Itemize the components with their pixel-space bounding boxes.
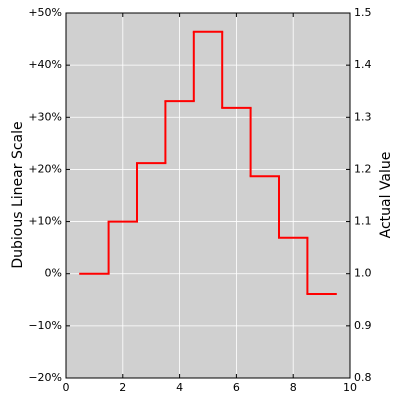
y-tick-label: −10% — [28, 319, 62, 332]
x-tick-label: 6 — [233, 381, 240, 394]
y2-tick-label: 1.2 — [354, 162, 372, 175]
y-tick-label: −20% — [28, 371, 62, 384]
y-axis-label: Dubious Linear Scale — [10, 121, 26, 268]
x-tick-label: 8 — [290, 381, 297, 394]
x-tick-label: 2 — [119, 381, 126, 394]
y2-tick-label: 1.4 — [354, 58, 372, 71]
y-tick-label: +20% — [28, 162, 62, 175]
y-tick-label: +50% — [28, 6, 62, 19]
plot-frame — [65, 12, 351, 379]
y-tick-label: +10% — [28, 215, 62, 228]
y2-tick-label: 0.8 — [354, 371, 372, 384]
y2-tick-label: 0.9 — [354, 319, 372, 332]
plot-background — [66, 13, 350, 378]
y-tick-label: 0% — [45, 267, 62, 280]
y2-tick-label: 1.0 — [354, 267, 372, 280]
x-tick-label: 0 — [63, 381, 70, 394]
x-tick-label: 10 — [343, 381, 357, 394]
y2-tick-label: 1.3 — [354, 110, 372, 123]
y2-tick-label: 1.1 — [354, 215, 372, 228]
x-tick-label: 4 — [176, 381, 183, 394]
y-tick-label: +30% — [28, 110, 62, 123]
y2-axis-label: Actual Value — [378, 152, 394, 239]
y2-tick-label: 1.5 — [354, 6, 372, 19]
y-tick-label: +40% — [28, 58, 62, 71]
